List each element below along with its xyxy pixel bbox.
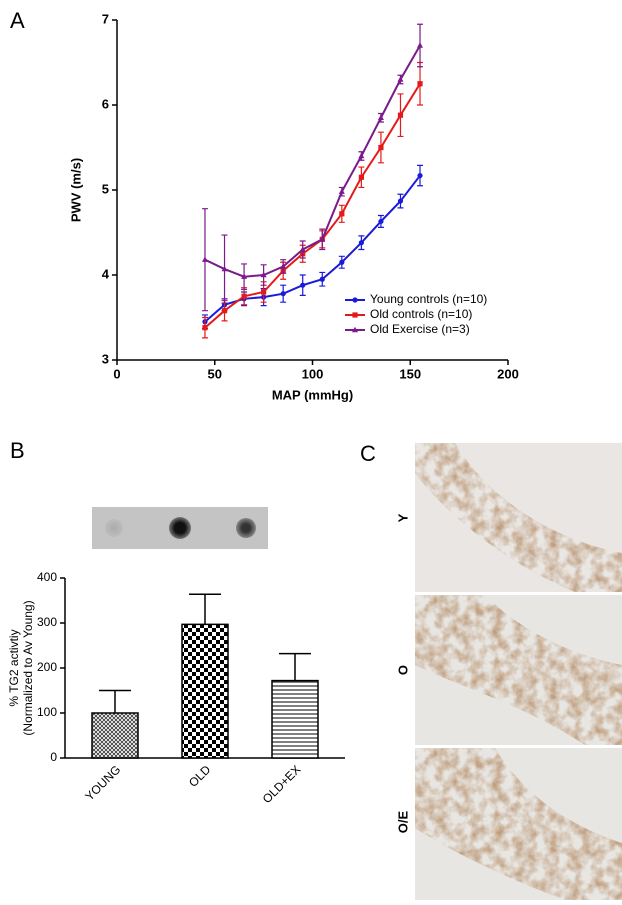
x-tick-label: OLD+EX <box>260 762 304 806</box>
dot-blot <box>92 507 268 549</box>
marker <box>280 263 287 269</box>
x-tick-label: 150 <box>399 366 421 381</box>
marker <box>352 312 358 318</box>
marker <box>417 172 423 179</box>
x-axis-label: MAP (mmHg) <box>272 387 353 402</box>
panel-label: B <box>10 438 25 463</box>
marker <box>260 271 267 278</box>
y-axis-label: PWV (m/s) <box>68 158 83 222</box>
y-tick-label: 6 <box>102 96 109 111</box>
y-tick-label: 3 <box>102 351 109 366</box>
x-tick-label: OLD <box>186 762 214 790</box>
marker <box>261 289 267 295</box>
marker <box>352 297 358 303</box>
y-tick-label: 5 <box>102 181 109 196</box>
row-label: O <box>395 665 410 675</box>
marker <box>221 265 228 272</box>
legend-label: Old controls (n=10) <box>370 307 472 321</box>
y-tick-label: 300 <box>37 615 57 629</box>
marker <box>378 144 384 151</box>
x-tick-label: 50 <box>208 366 222 381</box>
bar <box>181 623 229 759</box>
row-label: Y <box>395 513 410 522</box>
marker <box>319 236 326 242</box>
bar <box>271 679 319 759</box>
marker <box>319 276 325 282</box>
x-tick-label: YOUNG <box>82 762 123 803</box>
x-tick-label: 100 <box>302 366 324 381</box>
marker <box>241 293 247 299</box>
marker <box>221 308 228 314</box>
marker <box>300 282 306 288</box>
marker <box>397 198 404 204</box>
marker <box>352 326 358 333</box>
marker <box>202 325 208 331</box>
marker <box>241 273 248 279</box>
marker <box>377 114 384 120</box>
marker <box>358 152 365 159</box>
y-tick-label: 4 <box>102 266 110 281</box>
marker <box>358 174 364 180</box>
marker <box>397 76 404 82</box>
y-tick-label: 400 <box>37 570 57 584</box>
x-tick-label: 200 <box>497 366 519 381</box>
error-bar <box>189 593 221 625</box>
y-tick-label: 0 <box>50 750 57 764</box>
y-axis-label: % TG2 activtiy <box>7 629 21 706</box>
legend-label: Young controls (n=10) <box>370 292 487 306</box>
series-line <box>204 83 421 329</box>
y-tick-label: 100 <box>37 705 57 719</box>
row-label: O/E <box>395 810 410 833</box>
y-axis-label: (Normalized to Av Young) <box>21 600 35 735</box>
panel-label: A <box>10 8 25 33</box>
marker <box>397 112 404 118</box>
marker <box>339 211 345 217</box>
series-line <box>204 45 421 278</box>
error-bar <box>279 652 311 681</box>
marker <box>299 246 306 252</box>
y-tick-label: 200 <box>37 660 57 674</box>
legend-label: Old Exercise (n=3) <box>370 322 470 336</box>
marker <box>378 218 384 225</box>
marker <box>417 42 424 48</box>
marker <box>201 256 208 262</box>
histology <box>415 443 622 900</box>
x-tick-label: 0 <box>113 366 120 381</box>
marker <box>417 81 423 87</box>
marker <box>280 291 286 297</box>
y-tick-label: 7 <box>102 11 109 26</box>
marker <box>338 188 345 194</box>
bar <box>91 712 139 759</box>
error-bar <box>99 689 131 713</box>
marker <box>358 240 364 246</box>
panel-label: C <box>360 441 376 466</box>
marker <box>339 259 345 265</box>
